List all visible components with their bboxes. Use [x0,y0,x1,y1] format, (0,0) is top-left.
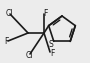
Text: Cl: Cl [5,9,13,18]
Text: Cl: Cl [25,51,33,60]
Text: F: F [50,50,54,59]
Text: F: F [4,37,8,46]
Text: F: F [43,9,47,18]
Text: S: S [49,40,53,49]
